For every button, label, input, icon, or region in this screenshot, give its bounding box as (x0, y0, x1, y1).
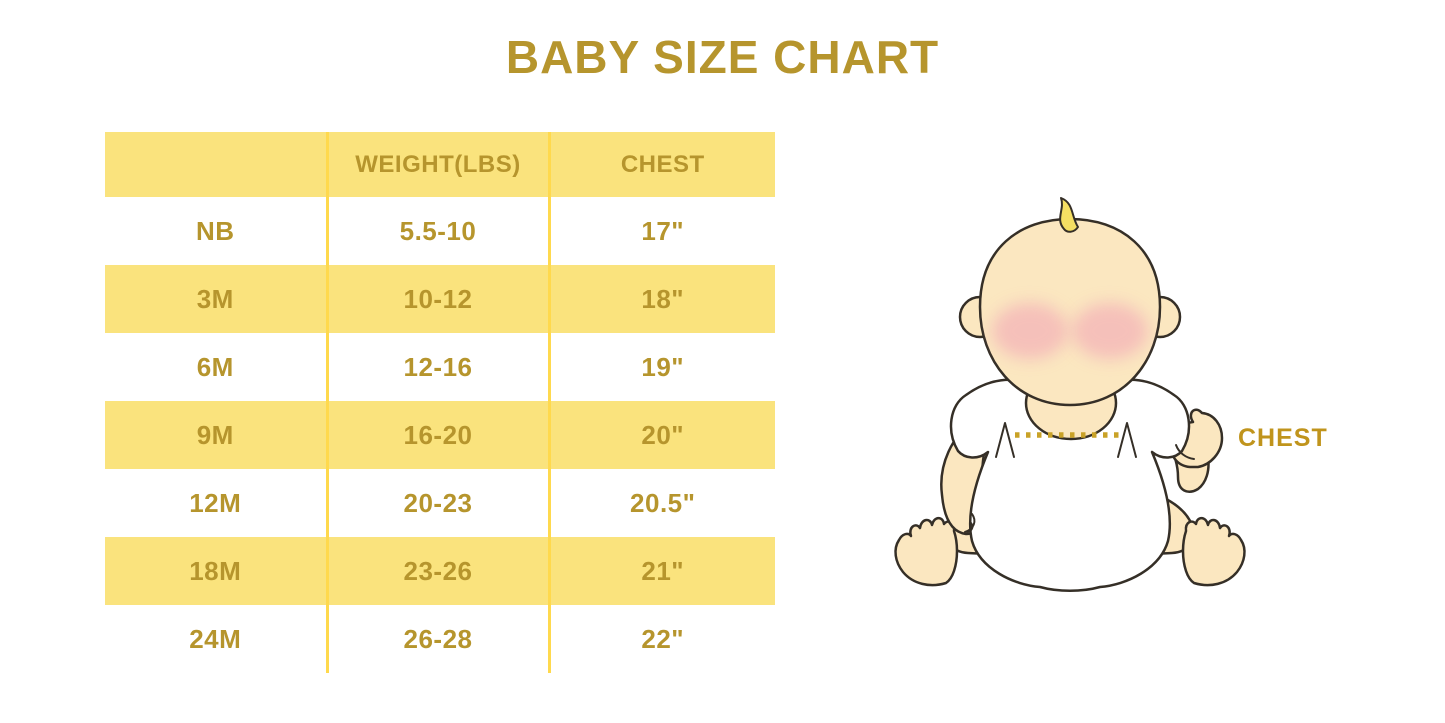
underarm-notch-right (1117, 422, 1137, 458)
page-title: BABY SIZE CHART (505, 31, 940, 83)
baby-svg (894, 197, 1246, 592)
chest-cell: 20" (547, 401, 775, 469)
knuckles-right (1175, 444, 1195, 460)
hand-curl-left-small (966, 522, 974, 533)
weight-cell: 23-26 (325, 537, 549, 605)
size-cell: 6M (196, 351, 234, 382)
chest-cell: 22" (547, 605, 775, 673)
chest-cell: 21" (547, 537, 775, 605)
baby-foot-left (894, 516, 959, 587)
weight-cell: 5.5-10 (325, 197, 549, 265)
weight-cell: 26-28 (325, 605, 549, 673)
chest-cell: 17" (547, 197, 775, 265)
baby-illustration (888, 193, 1320, 605)
chest-cell: 20.5" (547, 469, 775, 537)
underarm-notch-left (995, 422, 1015, 458)
table-row: NB 5.5-10 17" (105, 197, 775, 265)
weight-cell: 16-20 (325, 401, 549, 469)
chest-cell: 19" (547, 333, 775, 401)
header-cell-weight: WEIGHT(LBS) (325, 132, 549, 197)
chest-cell: 18" (547, 265, 775, 333)
baby-hair-tuft (1059, 197, 1079, 233)
baby-cheek-left (992, 303, 1068, 359)
header-cell-size (105, 132, 327, 197)
table-row: 24M 26-28 22" (105, 605, 775, 673)
table-row: 12M 20-23 20.5" (105, 469, 775, 537)
size-cell: NB (195, 215, 235, 246)
size-cell: 3M (196, 283, 234, 314)
size-cell: 18M (189, 555, 242, 586)
baby-cheeks (992, 303, 1148, 359)
table-row: 6M 12-16 19" (105, 333, 775, 401)
size-cell: 24M (189, 623, 242, 654)
baby-foot-right (1181, 516, 1246, 587)
header-cell-chest: CHEST (547, 132, 775, 197)
baby-cheek-right (1072, 303, 1148, 359)
table-row: 3M 10-12 18" (105, 265, 775, 333)
weight-cell: 20-23 (325, 469, 549, 537)
weight-cell: 10-12 (325, 265, 549, 333)
size-cell: 9M (196, 419, 234, 450)
size-table: WEIGHT(LBS) CHEST NB 5.5-10 17" 3M 10-12… (105, 132, 775, 673)
size-cell: 12M (189, 487, 242, 518)
weight-cell: 12-16 (325, 333, 549, 401)
table-row: 9M 16-20 20" (105, 401, 775, 469)
chest-label: CHEST (1238, 424, 1328, 452)
table-row: 18M 23-26 21" (105, 537, 775, 605)
table-header-row: WEIGHT(LBS) CHEST (105, 132, 775, 197)
